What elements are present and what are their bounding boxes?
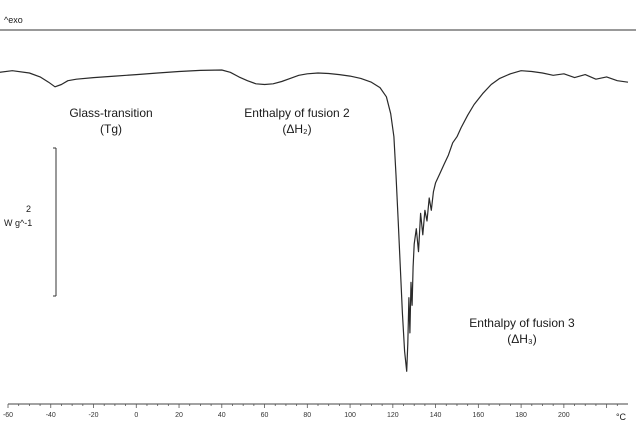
x-tick-label: 60: [261, 412, 269, 419]
annotation-enthalpy-2: Enthalpy of fusion 2: [244, 106, 350, 120]
x-tick-label: 0: [134, 412, 138, 419]
x-tick-label: -20: [88, 412, 98, 419]
x-tick-label: 80: [303, 412, 311, 419]
annotation-enthalpy-2-symbol: (ΔH₂): [282, 122, 311, 136]
x-axis-ticks: -60 -40 -20 0 20 40 60 80 100 120 140 160 180 200: [3, 404, 618, 419]
x-tick-label: -40: [46, 412, 56, 419]
x-tick-label: -60: [3, 412, 13, 419]
x-tick-label: 180: [515, 412, 527, 419]
annotation-glass-transition: Glass-transition: [69, 106, 152, 120]
annotation-enthalpy-3: Enthalpy of fusion 3: [469, 316, 575, 330]
scale-bar-unit: W g^-1: [4, 218, 32, 228]
exo-direction-label: ^exo: [4, 15, 23, 25]
x-tick-label: 40: [218, 412, 226, 419]
x-tick-label: 100: [344, 412, 356, 419]
x-tick-label: 160: [473, 412, 485, 419]
dsc-curve: [0, 69, 629, 372]
annotation-enthalpy-3-symbol: (ΔH₃): [507, 332, 537, 346]
annotation-glass-transition-symbol: (Tg): [100, 122, 122, 136]
x-tick-label: 20: [175, 412, 183, 419]
x-axis-unit: °C: [616, 412, 627, 422]
scale-bar-value: 2: [26, 204, 31, 214]
x-tick-label: 200: [558, 412, 570, 419]
x-tick-label: 120: [387, 412, 399, 419]
x-tick-label: 140: [430, 412, 442, 419]
